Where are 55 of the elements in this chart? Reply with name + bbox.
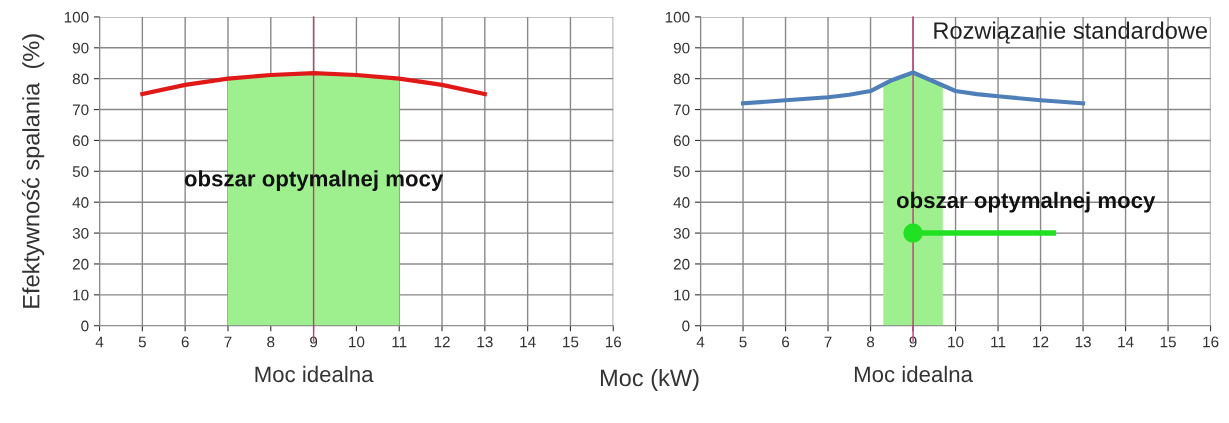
y-tick-label: 20: [72, 258, 89, 270]
y-axis-title: Efektywność spalania (%): [21, 34, 45, 308]
x-tick-label: 9: [909, 336, 917, 348]
y-tick-label: 40: [72, 197, 89, 208]
x-tick-label: 8: [267, 336, 275, 348]
y-tick-label: 60: [673, 135, 690, 147]
x-axis-title: Moc (kW): [600, 368, 699, 391]
y-tick-label: 10: [674, 289, 690, 301]
y-tick-label: 0: [682, 320, 690, 332]
y-tick-label: 30: [673, 227, 690, 239]
y-tick-label: 70: [673, 104, 690, 116]
x-tick-label: 6: [782, 336, 790, 348]
x-tick-label: 10: [948, 336, 964, 348]
x-tick-label: 5: [739, 336, 747, 348]
line-series: [740, 70, 1086, 106]
y-tick-label: 50: [72, 166, 89, 177]
x-tick-label: 10: [349, 336, 365, 348]
x-tick-label: 4: [95, 336, 104, 348]
y-tick-label: 90: [72, 42, 89, 54]
ref-line-label: Moc idealna: [255, 365, 374, 383]
y-tick-label: 60: [72, 135, 89, 147]
y-tick-label: 70: [72, 104, 89, 116]
y-tick-label: 40: [673, 197, 690, 208]
x-tick-label: 8: [866, 336, 875, 348]
line-series: [140, 71, 487, 97]
y-tick-label: 20: [673, 258, 690, 270]
x-tick-label: 12: [1033, 336, 1049, 348]
x-tick-label: 15: [1160, 336, 1176, 348]
y-tick-label: 10: [73, 289, 89, 301]
y-tick-label: 100: [64, 11, 89, 23]
x-tick-label: 9: [310, 336, 318, 348]
x-tick-label: 6: [181, 336, 189, 348]
x-tick-label: 4: [696, 336, 705, 348]
y-tick-label: 90: [673, 42, 690, 54]
x-tick-label: 5: [138, 336, 146, 348]
x-tick-label: 12: [434, 336, 450, 348]
x-tick-label: 7: [824, 336, 832, 348]
x-tick-label: 14: [1118, 336, 1134, 348]
x-tick-label: 7: [224, 336, 232, 348]
y-tick-label: 100: [665, 11, 690, 23]
x-tick-label: 13: [477, 336, 493, 348]
x-tick-label: 16: [605, 336, 622, 348]
x-tick-label: 14: [520, 336, 536, 348]
x-tick-label: 11: [392, 336, 407, 348]
y-tick-label: 30: [72, 227, 89, 239]
y-tick-label: 80: [72, 73, 89, 85]
y-tick-label: 80: [673, 73, 690, 85]
y-tick-label: 50: [673, 166, 690, 177]
x-tick-label: 11: [991, 336, 1006, 348]
x-tick-label: 15: [563, 336, 579, 348]
x-tick-label: 13: [1075, 336, 1091, 348]
x-tick-label: 16: [1203, 336, 1219, 348]
ref-line-label: Moc idealna: [854, 365, 973, 383]
chart-title: Rozwiązanie standardowe: [934, 21, 1207, 44]
y-tick-label: 0: [81, 320, 89, 332]
